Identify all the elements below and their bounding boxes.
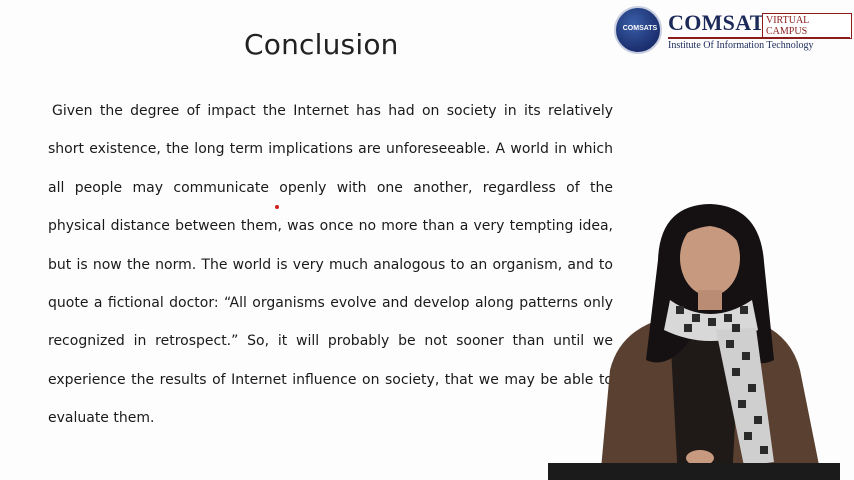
logo-badge-text: COMSATS xyxy=(616,25,664,32)
laser-pointer-icon xyxy=(275,205,279,209)
logo-name: COMSATS xyxy=(668,10,777,36)
slide-paragraph: Given the degree of impact the Internet … xyxy=(48,92,613,438)
podium xyxy=(548,463,840,480)
logo-divider xyxy=(668,37,850,39)
presenter-image xyxy=(560,200,854,480)
logo-virtual-campus: VIRTUAL CAMPUS xyxy=(762,13,852,39)
logo-subtitle: Institute Of Information Technology xyxy=(668,40,813,51)
comsats-logo: COMSATS COMSATS VIRTUAL CAMPUS Institute… xyxy=(614,6,852,56)
comsats-logo-icon: COMSATS xyxy=(614,6,662,54)
slide-body: Given the degree of impact the Internet … xyxy=(48,92,613,438)
slide-title: Conclusion xyxy=(244,28,399,61)
